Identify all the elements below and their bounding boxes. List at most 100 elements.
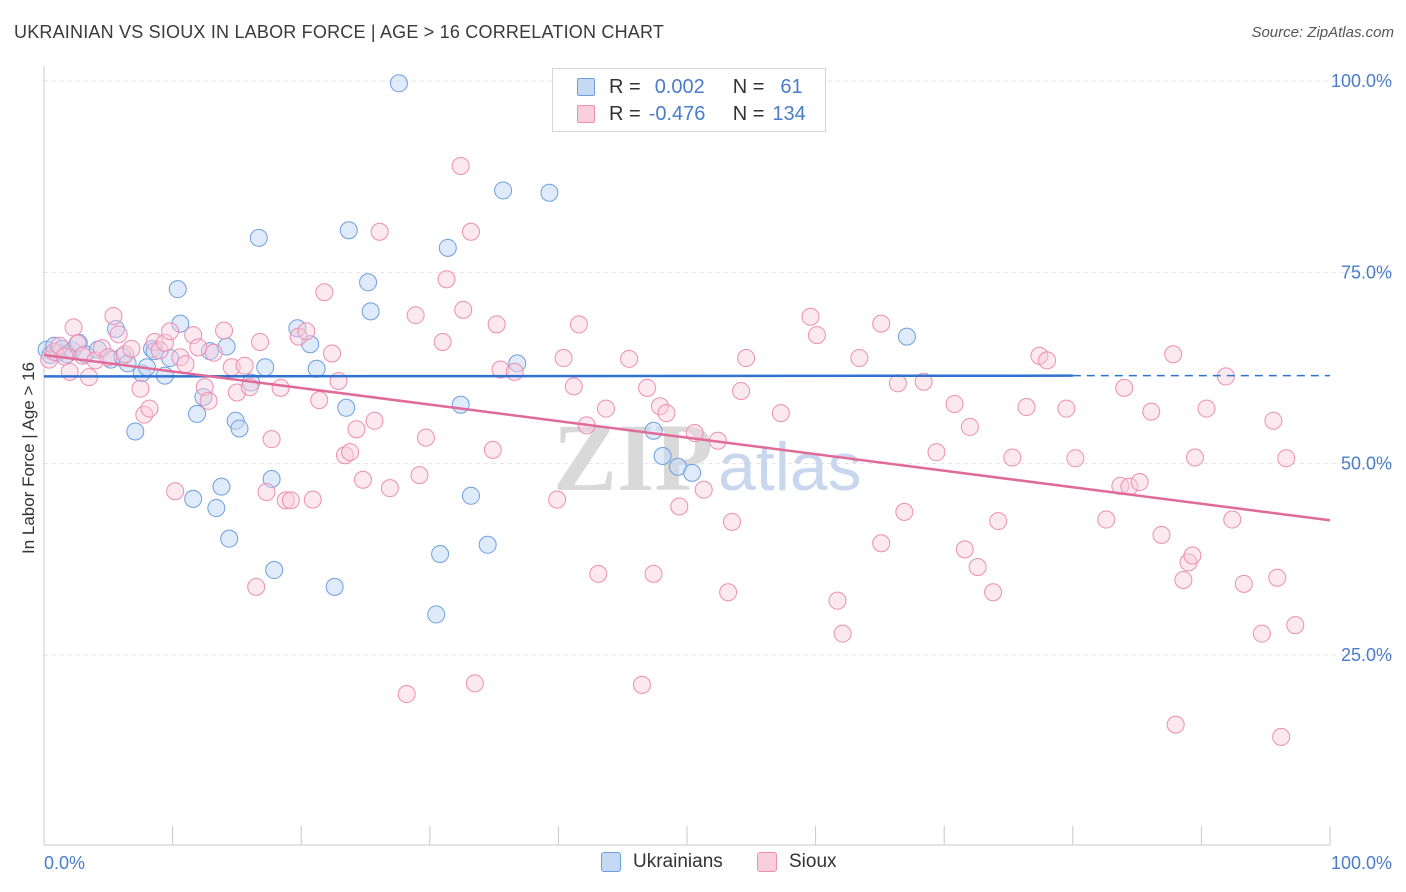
data-point-sioux bbox=[927, 443, 946, 462]
data-point-ukrainians bbox=[461, 486, 480, 505]
data-point-sioux bbox=[833, 624, 852, 643]
data-point-sioux bbox=[1066, 449, 1085, 468]
tick-labels: 25.0% 50.0% 75.0% 100.0% 0.0% 100.0% bbox=[44, 71, 1392, 873]
bottom-legend: Ukrainians Sioux bbox=[0, 851, 1406, 877]
legend-label-ukrainians: Ukrainians bbox=[633, 851, 723, 872]
data-point-ukrainians bbox=[389, 74, 408, 93]
data-point-sioux bbox=[694, 480, 713, 499]
data-point-sioux bbox=[145, 332, 164, 351]
data-point-sioux bbox=[1277, 449, 1296, 468]
data-point-sioux bbox=[670, 497, 689, 516]
data-point-sioux bbox=[271, 378, 290, 397]
data-point-sioux bbox=[416, 428, 435, 447]
data-point-sioux bbox=[451, 156, 470, 175]
data-point-ukrainians bbox=[653, 447, 672, 466]
data-point-sioux bbox=[365, 411, 384, 430]
data-point-sioux bbox=[397, 685, 416, 704]
data-point-sioux bbox=[465, 674, 484, 693]
data-point-sioux bbox=[155, 333, 174, 352]
data-point-ukrainians bbox=[265, 561, 284, 580]
data-point-sioux bbox=[1223, 510, 1242, 529]
data-point-ukrainians bbox=[207, 499, 226, 518]
data-point-sioux bbox=[1286, 616, 1305, 635]
data-point-sioux bbox=[596, 399, 615, 418]
data-point-sioux bbox=[1164, 345, 1183, 364]
data-point-sioux bbox=[1216, 367, 1235, 386]
legend-row-ukrainians: R = 0.002 N = 61 bbox=[577, 74, 803, 100]
data-point-sioux bbox=[140, 399, 159, 418]
data-point-sioux bbox=[828, 591, 847, 610]
data-point-sioux bbox=[483, 440, 502, 459]
data-point-sioux bbox=[315, 283, 334, 302]
data-point-sioux bbox=[771, 404, 790, 423]
data-point-sioux bbox=[433, 332, 452, 351]
watermark-atlas: atlas bbox=[718, 429, 862, 505]
data-point-ukrainians bbox=[339, 221, 358, 240]
data-point-sioux bbox=[323, 344, 342, 363]
data-point-ukrainians bbox=[683, 463, 702, 482]
data-point-sioux bbox=[548, 490, 567, 509]
data-point-sioux bbox=[632, 675, 651, 694]
data-point-sioux bbox=[1234, 574, 1253, 593]
data-point-sioux bbox=[410, 466, 429, 485]
legend-r-value: -0.476 bbox=[648, 102, 706, 125]
source-label: Source: ZipAtlas.com bbox=[1251, 24, 1394, 41]
data-point-sioux bbox=[204, 343, 223, 362]
data-point-ukrainians bbox=[126, 422, 145, 441]
data-point-sioux bbox=[1183, 546, 1202, 565]
x-tick-label: 100.0% bbox=[1331, 853, 1392, 873]
data-point-sioux bbox=[60, 362, 79, 381]
axes bbox=[43, 66, 1331, 846]
data-point-ukrainians bbox=[431, 544, 450, 563]
data-point-sioux bbox=[1017, 398, 1036, 417]
data-point-sioux bbox=[719, 583, 738, 602]
data-point-sioux bbox=[380, 479, 399, 498]
data-point-sioux bbox=[1264, 411, 1283, 430]
data-point-sioux bbox=[888, 374, 907, 393]
data-point-sioux bbox=[251, 332, 270, 351]
legend-swatch-sioux bbox=[577, 105, 595, 123]
data-point-sioux bbox=[347, 420, 366, 439]
data-point-sioux bbox=[564, 377, 583, 396]
data-point-sioux bbox=[723, 512, 742, 531]
data-point-sioux bbox=[406, 306, 425, 325]
legend-r-value: 0.002 bbox=[654, 75, 705, 98]
data-point-sioux bbox=[437, 270, 456, 289]
data-point-sioux bbox=[303, 490, 322, 509]
data-point-ukrainians bbox=[494, 181, 513, 200]
y-axis-label: In Labor Force | Age > 16 bbox=[19, 362, 38, 554]
data-point-sioux bbox=[644, 564, 663, 583]
legend-n-value: 134 bbox=[772, 102, 806, 125]
data-point-sioux bbox=[1003, 448, 1022, 467]
data-point-ukrainians bbox=[168, 280, 187, 299]
data-point-sioux bbox=[341, 443, 360, 462]
x-tick-label: 0.0% bbox=[44, 853, 85, 873]
legend-swatch-sioux bbox=[757, 852, 777, 872]
data-point-sioux bbox=[310, 391, 329, 410]
data-point-ukrainians bbox=[171, 314, 190, 333]
data-point-sioux bbox=[1272, 727, 1291, 746]
data-point-sioux bbox=[235, 356, 254, 375]
data-point-ukrainians bbox=[249, 228, 268, 247]
data-point-sioux bbox=[895, 502, 914, 521]
legend-n-label: N = bbox=[732, 102, 765, 125]
data-point-sioux bbox=[945, 394, 964, 413]
data-point-sioux bbox=[1174, 570, 1193, 589]
data-point-sioux bbox=[801, 307, 820, 326]
data-point-sioux bbox=[638, 378, 657, 397]
data-point-ukrainians bbox=[184, 489, 203, 508]
watermark-zip: ZIP bbox=[553, 404, 713, 511]
data-point-sioux bbox=[1097, 510, 1116, 529]
data-point-sioux bbox=[1038, 351, 1057, 370]
data-point-sioux bbox=[131, 379, 150, 398]
legend-n-value: 61 bbox=[780, 75, 803, 98]
data-point-ukrainians bbox=[325, 577, 344, 596]
legend-n-label: N = bbox=[732, 75, 765, 98]
data-point-sioux bbox=[189, 338, 208, 357]
y-tick-label: 50.0% bbox=[1341, 454, 1392, 474]
chart-title: UKRAINIAN VS SIOUX IN LABOR FORCE | AGE … bbox=[14, 22, 665, 42]
legend-label-sioux: Sioux bbox=[789, 851, 837, 872]
data-point-ukrainians bbox=[212, 477, 231, 496]
data-point-ukrainians bbox=[478, 535, 497, 554]
data-point-sioux bbox=[1185, 448, 1204, 467]
